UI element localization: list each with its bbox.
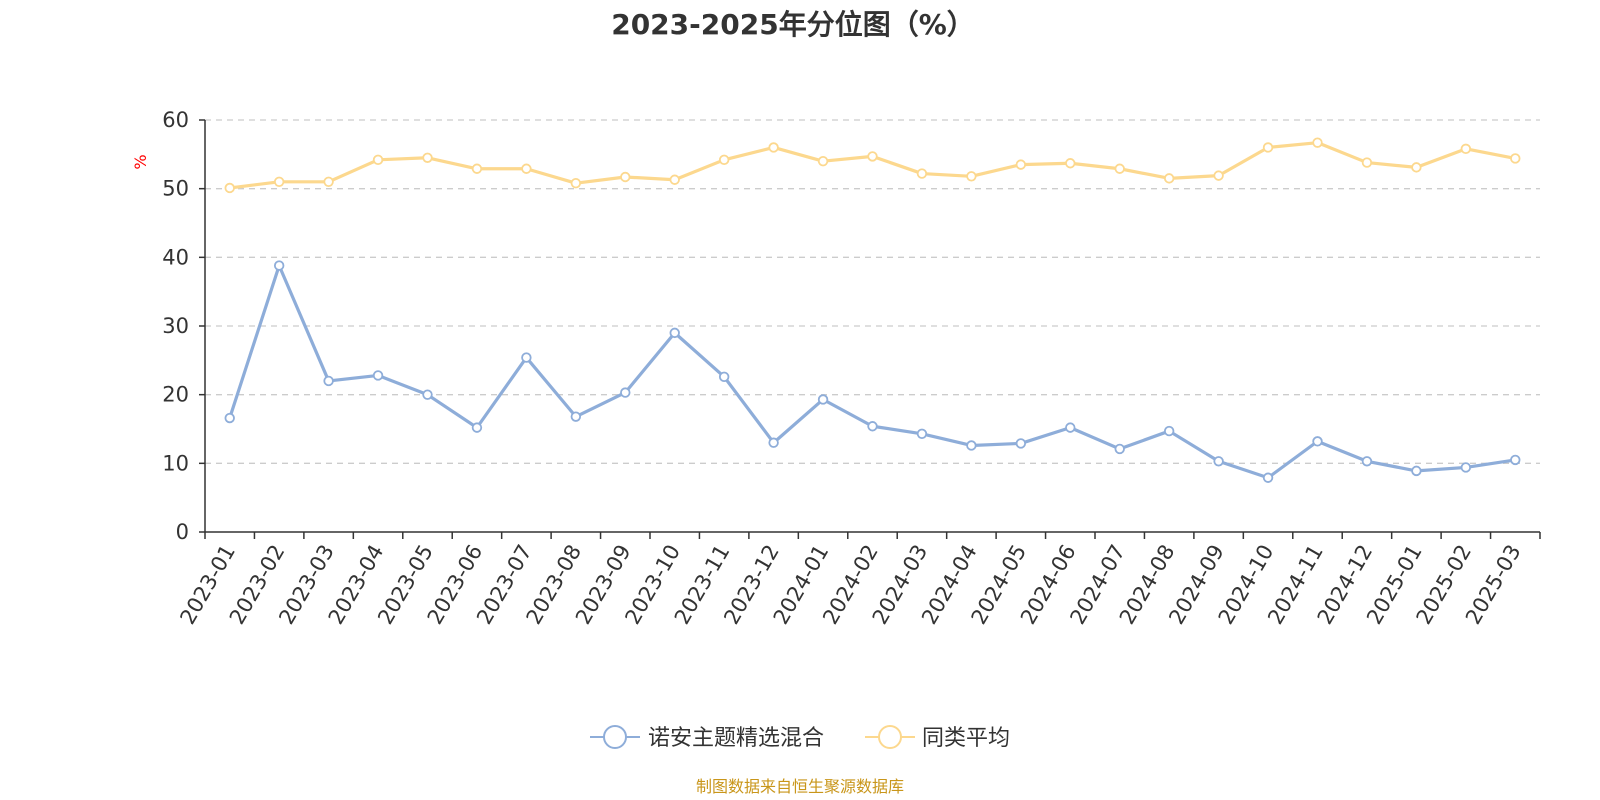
data-point (966, 171, 977, 182)
y-tick-label: 0 (176, 520, 189, 544)
y-tick-label: 10 (162, 451, 189, 475)
data-point (422, 152, 433, 163)
data-point (718, 371, 730, 383)
data-point (669, 327, 680, 339)
data-point (372, 154, 384, 166)
data-point (867, 151, 878, 162)
data-point (323, 375, 334, 387)
legend-marker (603, 725, 627, 749)
data-point (224, 412, 235, 424)
data-point (273, 260, 285, 271)
data-point (1312, 436, 1323, 447)
data-point (1361, 456, 1373, 467)
axes: 01020304050602023-012023-022023-032023-0… (162, 108, 1541, 628)
chart-title: 2023-2025年分位图（%） (611, 8, 975, 41)
data-point (620, 171, 631, 183)
legend-label: 诺安主题精选混合 (648, 726, 824, 751)
legend-item[interactable]: 诺安主题精选混合 (590, 725, 824, 751)
data-point (768, 142, 779, 153)
y-tick-label: 60 (162, 108, 189, 132)
data-point (718, 154, 730, 166)
data-point (1460, 462, 1472, 473)
data-point (224, 182, 235, 194)
data-point (1114, 163, 1125, 174)
data-point (521, 352, 532, 363)
data-point (1262, 472, 1274, 483)
source-note: 制图数据来自恒生聚源数据库 (696, 777, 904, 796)
data-point (570, 177, 582, 189)
data-point (323, 176, 334, 188)
data-point (620, 387, 631, 398)
data-point (867, 421, 878, 432)
data-point (1213, 456, 1224, 467)
data-point (1312, 137, 1323, 148)
data-point (1065, 158, 1076, 169)
series-line (228, 263, 1517, 480)
data-point (1163, 425, 1175, 437)
y-axis-label: % (131, 154, 150, 169)
data-point (1262, 142, 1274, 153)
legend-label: 同类平均 (922, 726, 1010, 751)
data-point (471, 163, 483, 174)
series-lines (224, 137, 1521, 483)
data-point (817, 394, 829, 405)
grid-lines (205, 119, 1540, 464)
data-point (1361, 157, 1373, 168)
data-point (966, 440, 977, 451)
y-tick-label: 30 (162, 314, 189, 338)
data-point (570, 411, 582, 422)
data-point (1114, 443, 1125, 455)
legend: 诺安主题精选混合 同类平均 (590, 725, 1010, 751)
data-point (273, 176, 285, 188)
data-point (372, 370, 384, 381)
y-tick-label: 40 (162, 245, 189, 269)
legend-item[interactable]: 同类平均 (865, 725, 1010, 751)
data-point (1065, 422, 1076, 433)
y-tick-label: 20 (162, 383, 189, 407)
data-point (471, 422, 483, 433)
legend-marker (878, 725, 902, 749)
data-point (768, 437, 779, 448)
data-point (422, 389, 433, 400)
data-point (1510, 153, 1521, 164)
series-line (228, 141, 1517, 190)
data-point (1163, 173, 1175, 184)
data-point (521, 163, 532, 174)
data-point (669, 174, 680, 185)
data-point (817, 155, 829, 167)
data-point (1015, 159, 1027, 170)
data-point (1411, 162, 1422, 173)
data-point (1460, 143, 1472, 155)
data-point (916, 168, 928, 179)
data-point (1510, 454, 1521, 466)
data-point (1213, 170, 1224, 181)
data-point (916, 428, 928, 440)
y-tick-label: 50 (162, 177, 189, 201)
data-point (1015, 438, 1027, 449)
data-point (1411, 465, 1422, 477)
